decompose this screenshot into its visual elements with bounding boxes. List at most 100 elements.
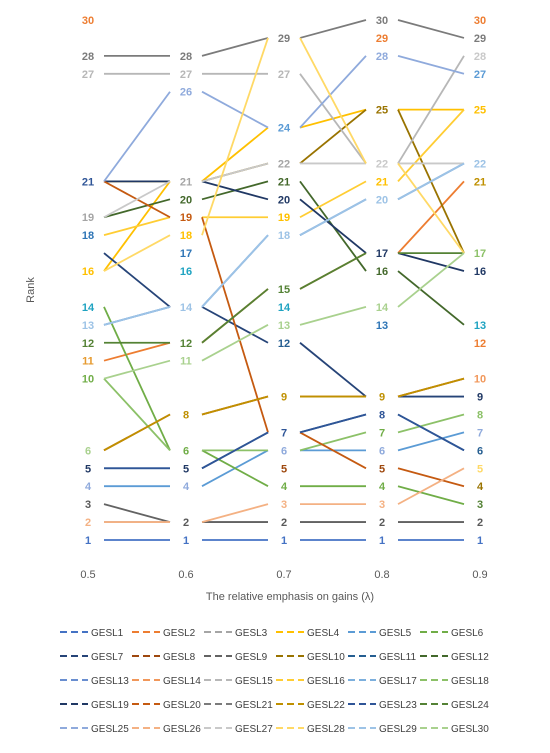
rank-label: 10 <box>82 374 94 386</box>
rank-label: 13 <box>82 320 94 332</box>
segment-gesl19-1 <box>201 180 269 201</box>
segment-gesl4-1 <box>201 126 269 183</box>
legend-label: GESL12 <box>451 652 489 663</box>
segment-gesl21-3 <box>397 19 465 39</box>
rank-label: 25 <box>474 105 486 117</box>
rank-label: 17 <box>376 248 388 260</box>
legend-item-gesl9: GESL9 <box>204 652 268 663</box>
legend-label: GESL22 <box>307 700 345 711</box>
legend-label: GESL2 <box>163 628 196 639</box>
legend-label: GESL13 <box>91 676 129 687</box>
series-gesl25 <box>103 54 465 182</box>
segment-gesl6-0 <box>103 306 171 451</box>
legend-label: GESL7 <box>91 652 124 663</box>
legend-label: GESL14 <box>163 676 201 687</box>
rank-label: 8 <box>477 409 483 421</box>
segment-gesl7-2 <box>299 342 367 398</box>
legend-item-gesl7: GESL7 <box>60 652 124 663</box>
rank-label: 21 <box>376 176 388 188</box>
legend-label: GESL9 <box>235 652 268 663</box>
rank-label: 18 <box>278 230 290 242</box>
rank-label: 1 <box>477 535 483 547</box>
rank-label: 4 <box>85 481 92 493</box>
rank-label: 29 <box>278 33 290 45</box>
segment-gesl2-0 <box>103 341 171 362</box>
legend-label: GESL4 <box>307 628 340 639</box>
rank-label: 13 <box>278 320 290 332</box>
rank-label: 4 <box>477 481 484 493</box>
segment-gesl30-2 <box>299 306 367 326</box>
rank-label: 9 <box>477 392 483 404</box>
legend-item-gesl11: GESL11 <box>348 652 416 663</box>
segment-gesl24-1 <box>201 288 269 344</box>
rank-label: 21 <box>82 176 94 188</box>
rank-label: 4 <box>379 481 386 493</box>
legend-item-gesl4: GESL4 <box>276 628 340 639</box>
segment-gesl29-1 <box>201 234 269 308</box>
segment-gesl24-2 <box>299 252 367 290</box>
legend-item-gesl28: GESL28 <box>276 724 345 735</box>
legend-item-gesl22: GESL22 <box>276 700 345 711</box>
series-gesl24 <box>104 252 464 344</box>
segment-gesl29-2 <box>299 198 367 236</box>
legend-item-gesl8: GESL8 <box>132 652 196 663</box>
legend-item-gesl20: GESL20 <box>132 700 201 711</box>
rank-label: 2 <box>281 517 287 529</box>
segment-gesl12-3 <box>397 270 465 326</box>
segment-gesl29-3 <box>397 162 465 201</box>
series-gesl30 <box>103 252 465 380</box>
segment-gesl18-3 <box>397 413 465 434</box>
rank-label: 2 <box>85 517 91 529</box>
y-axis-title: Rank <box>25 277 37 303</box>
rank-label: 16 <box>82 266 94 278</box>
legend-item-gesl27: GESL27 <box>204 724 273 735</box>
legend-label: GESL19 <box>91 700 129 711</box>
x-tick-label: 0.8 <box>374 569 389 581</box>
rank-label: 2 <box>183 517 189 529</box>
segment-gesl25-0 <box>103 91 171 182</box>
legend-item-gesl13: GESL13 <box>60 676 129 687</box>
rank-label: 29 <box>376 33 388 45</box>
segment-gesl2-3 <box>397 180 465 254</box>
segment-gesl12-0 <box>103 198 171 219</box>
segment-gesl6-1 <box>201 449 269 487</box>
legend-label: GESL27 <box>235 724 273 735</box>
legend-item-gesl26: GESL26 <box>132 724 201 735</box>
series-gesl23 <box>104 413 465 470</box>
segment-gesl18-2 <box>299 431 367 452</box>
legend-item-gesl15: GESL15 <box>204 676 273 687</box>
legend-item-gesl30: GESL30 <box>420 724 489 735</box>
rank-label: 6 <box>281 445 287 457</box>
series-gesl21 <box>104 19 465 57</box>
legend-label: GESL29 <box>379 724 417 735</box>
x-tick-label: 0.7 <box>276 569 291 581</box>
legend-item-gesl2: GESL2 <box>132 628 196 639</box>
rank-label: 3 <box>85 499 91 511</box>
segment-gesl28-0 <box>103 234 171 272</box>
rank-label: 28 <box>376 51 388 63</box>
rank-label: 13 <box>474 320 486 332</box>
rank-label: 15 <box>278 284 290 296</box>
series-gesl26 <box>104 467 465 523</box>
rank-label: 11 <box>180 356 192 368</box>
series-gesl14 <box>103 377 465 452</box>
legend-label: GESL28 <box>307 724 345 735</box>
legend-item-gesl5: GESL5 <box>348 628 412 639</box>
legend-label: GESL16 <box>307 676 345 687</box>
rank-label: 20 <box>278 194 290 206</box>
segment-gesl20-2 <box>299 431 367 470</box>
legend-label: GESL30 <box>451 724 489 735</box>
segment-gesl23-1 <box>201 431 269 470</box>
rank-label: 22 <box>474 158 486 170</box>
rank-label: 28 <box>82 51 94 63</box>
segment-gesl7-0 <box>103 252 171 308</box>
rank-label: 27 <box>82 69 94 81</box>
rank-label: 19 <box>82 212 94 224</box>
legend-item-gesl18: GESL18 <box>420 676 489 687</box>
legend-label: GESL11 <box>379 652 416 663</box>
segment-gesl20-3 <box>397 467 465 488</box>
x-tick-label: 0.5 <box>80 569 95 581</box>
rank-label: 14 <box>82 302 95 314</box>
rank-label: 27 <box>278 69 290 81</box>
